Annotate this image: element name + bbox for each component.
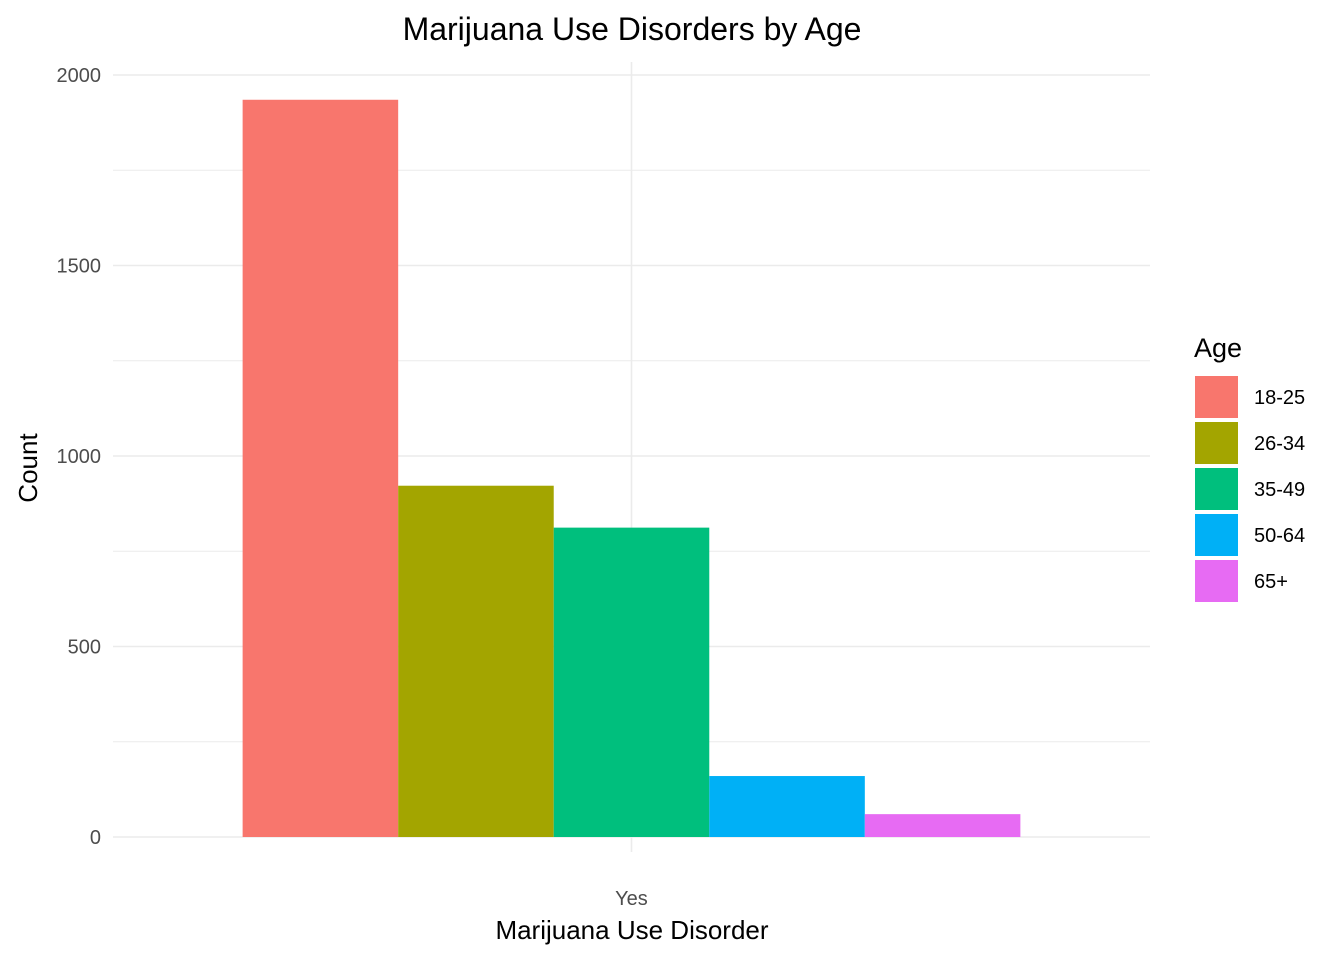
legend-key-50-64 xyxy=(1195,514,1238,556)
legend-key-35-49 xyxy=(1195,468,1238,510)
x-axis-title: Marijuana Use Disorder xyxy=(495,915,768,945)
y-axis-ticks: 0 500 1000 1500 2000 xyxy=(57,65,102,849)
x-axis-ticks: Yes xyxy=(615,888,648,910)
y-tick-label: 2000 xyxy=(57,65,102,87)
legend-label: 18-25 xyxy=(1254,387,1305,409)
chart-title: Marijuana Use Disorders by Age xyxy=(403,11,862,47)
legend-title: Age xyxy=(1194,333,1242,363)
legend: Age 18-25 26-34 35-49 50-64 65+ xyxy=(1194,333,1305,602)
legend-label: 65+ xyxy=(1254,571,1288,593)
y-axis-title: Count xyxy=(13,433,43,503)
bars xyxy=(242,99,1021,837)
bar-35-49 xyxy=(553,527,710,837)
bar-65plus xyxy=(864,814,1021,837)
y-tick-label: 0 xyxy=(90,827,101,849)
y-tick-label: 500 xyxy=(68,637,101,659)
bar-26-34 xyxy=(398,485,554,837)
bar-18-25 xyxy=(242,99,399,837)
x-tick-label: Yes xyxy=(615,888,648,910)
legend-label: 26-34 xyxy=(1254,433,1305,455)
legend-key-26-34 xyxy=(1195,422,1238,464)
legend-key-18-25 xyxy=(1195,376,1238,418)
legend-key-65plus xyxy=(1195,560,1238,602)
legend-label: 35-49 xyxy=(1254,479,1305,501)
legend-label: 50-64 xyxy=(1254,525,1305,547)
bar-50-64 xyxy=(709,776,865,837)
y-tick-label: 1000 xyxy=(57,446,102,468)
legend-items: 18-25 26-34 35-49 50-64 65+ xyxy=(1195,376,1305,602)
y-tick-label: 1500 xyxy=(57,256,102,278)
